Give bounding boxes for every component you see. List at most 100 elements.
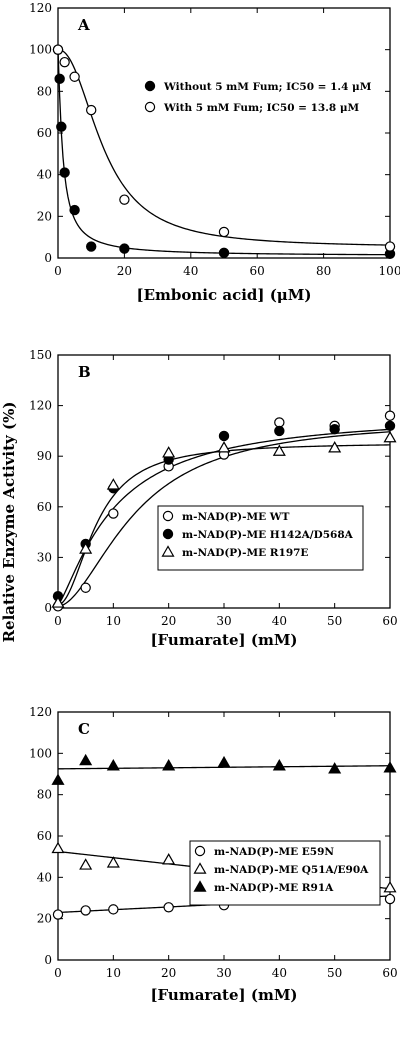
x-tick-label: 50 xyxy=(327,966,342,980)
data-point xyxy=(274,417,285,428)
data-point xyxy=(52,44,64,55)
x-tick-label: 0 xyxy=(54,614,62,628)
data-point xyxy=(80,582,91,593)
data-point xyxy=(162,759,176,771)
data-point xyxy=(272,759,286,771)
legend-box xyxy=(189,840,381,906)
x-axis-label: [Fumarate] (mM) xyxy=(150,986,297,1004)
x-tick-label: 30 xyxy=(216,614,231,628)
y-tick-label: 40 xyxy=(37,168,52,182)
data-point xyxy=(54,73,65,85)
data-point xyxy=(80,905,91,916)
x-tick-label: 10 xyxy=(106,614,121,628)
y-tick-label: 60 xyxy=(37,500,52,514)
plot-frame xyxy=(57,7,391,259)
data-point xyxy=(162,853,176,865)
x-tick-label: 0 xyxy=(54,966,62,980)
legend-entry: m-NAD(P)-ME WT xyxy=(182,511,290,523)
y-tick-label: 150 xyxy=(29,348,52,362)
legend-entry: m-NAD(P)-ME R91A xyxy=(214,882,334,894)
data-point xyxy=(52,909,64,920)
y-tick-label: 60 xyxy=(37,126,52,140)
plot-frame xyxy=(57,711,391,961)
data-point xyxy=(106,856,120,868)
data-point xyxy=(384,410,396,421)
x-tick-label: 40 xyxy=(272,966,287,980)
data-point xyxy=(329,424,340,435)
legend-box xyxy=(157,505,364,571)
data-point xyxy=(384,893,396,905)
data-point xyxy=(272,444,286,456)
y-tick-label: 60 xyxy=(37,829,52,843)
y-tick-label: 100 xyxy=(29,43,52,57)
fit-curve xyxy=(57,49,391,246)
data-point xyxy=(383,761,397,773)
data-point xyxy=(218,430,230,442)
chart-panel-a: 0 20 40 60 80 100 0 20 40 60 80 100 120 A [Embonic aci… xyxy=(29,1,400,304)
legend-entry: m-NAD(P)-ME R197E xyxy=(182,547,308,559)
data-point xyxy=(79,753,93,766)
x-tick-label: 60 xyxy=(382,966,397,980)
x-tick-label: 40 xyxy=(183,264,198,278)
legend: Without 5 mM Fum; IC50 = 1.4 μM With 5 mM… xyxy=(144,80,372,114)
y-tick-label: 0 xyxy=(44,601,52,615)
data-point xyxy=(119,194,130,205)
x-axis-label: [Fumarate] (mM) xyxy=(150,631,297,649)
legend-marker xyxy=(144,101,156,113)
legend-entry: Without 5 mM Fum; IC50 = 1.4 μM xyxy=(163,81,372,93)
y-tick-label: 20 xyxy=(37,209,52,223)
panel-letter: A xyxy=(77,16,90,34)
y-tick-label: 120 xyxy=(29,399,52,413)
legend: m-NAD(P)-ME WT m-NAD(P)-ME H142A/D568A m-N… xyxy=(157,505,364,571)
legend: m-NAD(P)-ME E59N m-NAD(P)-ME Q51A/E90A m-N… xyxy=(189,840,381,906)
data-point xyxy=(51,596,65,608)
data-point xyxy=(108,904,119,915)
x-tick-label: 10 xyxy=(106,966,121,980)
data-point xyxy=(79,858,93,870)
legend-marker xyxy=(161,545,175,557)
data-point xyxy=(79,542,93,554)
legend-marker xyxy=(193,880,207,892)
data-point xyxy=(217,755,231,768)
data-point xyxy=(162,446,176,458)
x-tick-label: 60 xyxy=(250,264,265,278)
y-tick-label: 0 xyxy=(44,251,52,265)
data-point xyxy=(384,420,396,432)
legend-entry: With 5 mM Fum; IC50 = 13.8 μM xyxy=(163,102,360,114)
x-axis-label: [Embonic acid] (μM) xyxy=(137,286,312,304)
y-tick-label: 30 xyxy=(37,550,52,564)
x-tick-label: 20 xyxy=(117,264,132,278)
y-axis-label: Relative Enzyme Activity (%) xyxy=(0,402,18,643)
data-point xyxy=(69,204,80,216)
data-point xyxy=(51,841,65,854)
legend-marker xyxy=(162,510,174,522)
y-tick-label: 120 xyxy=(29,1,52,15)
data-point xyxy=(51,773,65,785)
legend-entry: m-NAD(P)-ME H142A/D568A xyxy=(182,529,354,541)
x-tick-label: 30 xyxy=(216,966,231,980)
x-tick-label: 40 xyxy=(272,614,287,628)
data-point xyxy=(218,247,230,258)
x-tick-label: 20 xyxy=(161,614,176,628)
data-point xyxy=(274,425,285,437)
x-tick-label: 50 xyxy=(327,614,342,628)
data-point xyxy=(218,226,230,238)
chart-panel-b: 0 10 20 30 40 50 60 0 30 60 90 120 150 B [Fumarate] (m… xyxy=(29,348,398,649)
x-tick-label: 60 xyxy=(382,614,397,628)
legend-marker xyxy=(162,528,174,540)
chart-panel-c: 0 10 20 30 40 50 60 0 20 40 60 80 100 120 C [Fumarate] … xyxy=(29,705,398,1004)
data-point xyxy=(328,762,342,774)
y-tick-label: 80 xyxy=(37,84,52,98)
y-tick-label: 100 xyxy=(29,746,52,760)
panel-letter: C xyxy=(78,720,90,738)
data-point xyxy=(69,71,80,82)
legend-entry: m-NAD(P)-ME E59N xyxy=(214,846,334,858)
x-tick-label: 20 xyxy=(161,966,176,980)
y-tick-label: 80 xyxy=(37,788,52,802)
y-tick-label: 90 xyxy=(37,449,52,463)
data-point xyxy=(85,241,97,252)
data-point xyxy=(106,759,120,771)
data-point xyxy=(106,478,120,490)
legend-marker xyxy=(144,80,156,92)
x-tick-label: 80 xyxy=(316,264,331,278)
